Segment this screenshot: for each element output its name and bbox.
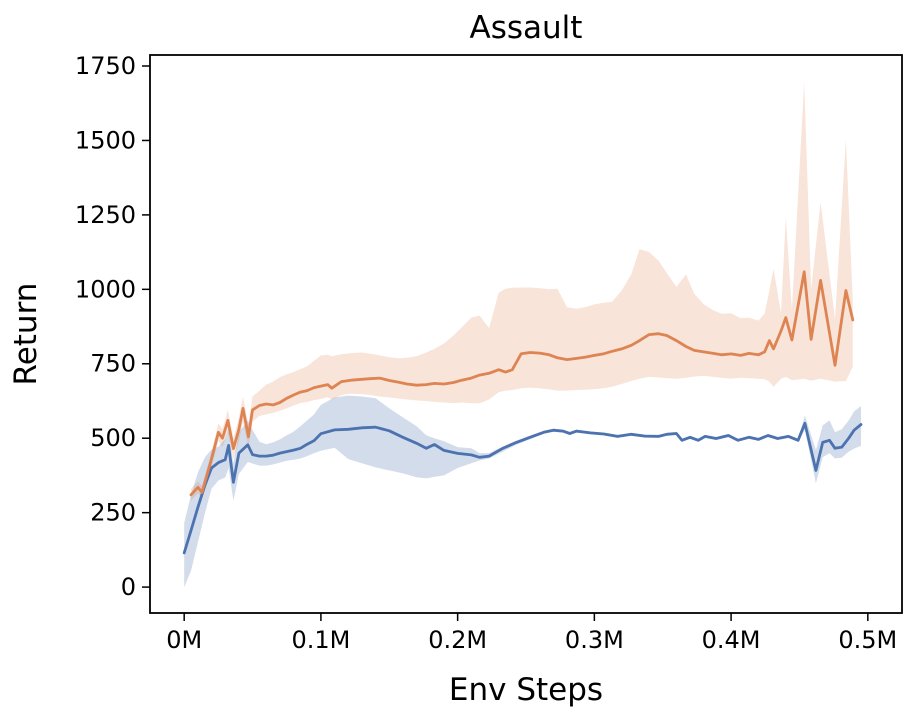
y-tick-label: 750: [90, 350, 136, 378]
blue-std-band: [184, 395, 861, 588]
orange-mean-line: [189, 270, 855, 497]
y-tick-label: 1250: [75, 201, 136, 229]
x-tick-label: 0.4M: [702, 626, 761, 654]
axis-ticks: 0M 0.1M 0.2M 0.3M 0.4M 0.5M 0 250 500 750 1000 1250…: [75, 52, 897, 654]
x-tick-label: 0.5M: [838, 626, 897, 654]
x-tick-label: 0.2M: [428, 626, 487, 654]
y-tick-label: 500: [90, 424, 136, 452]
plot-frame: [149, 54, 903, 614]
blue-mean-line: [182, 421, 863, 555]
y-tick-label: 1500: [75, 126, 136, 154]
orange-std-band: [191, 82, 853, 501]
plot-area: [182, 82, 863, 588]
y-tick-label: 1750: [75, 52, 136, 80]
x-tick-label: 0.1M: [291, 626, 350, 654]
chart-title: Assault: [470, 10, 583, 46]
x-axis-label: Env Steps: [449, 672, 603, 708]
y-axis-label: Return: [8, 283, 44, 386]
x-tick-label: 0M: [166, 626, 202, 654]
y-tick-label: 0: [121, 573, 136, 601]
y-tick-label: 250: [90, 499, 136, 527]
x-tick-label: 0.3M: [565, 626, 624, 654]
y-tick-label: 1000: [75, 275, 136, 303]
